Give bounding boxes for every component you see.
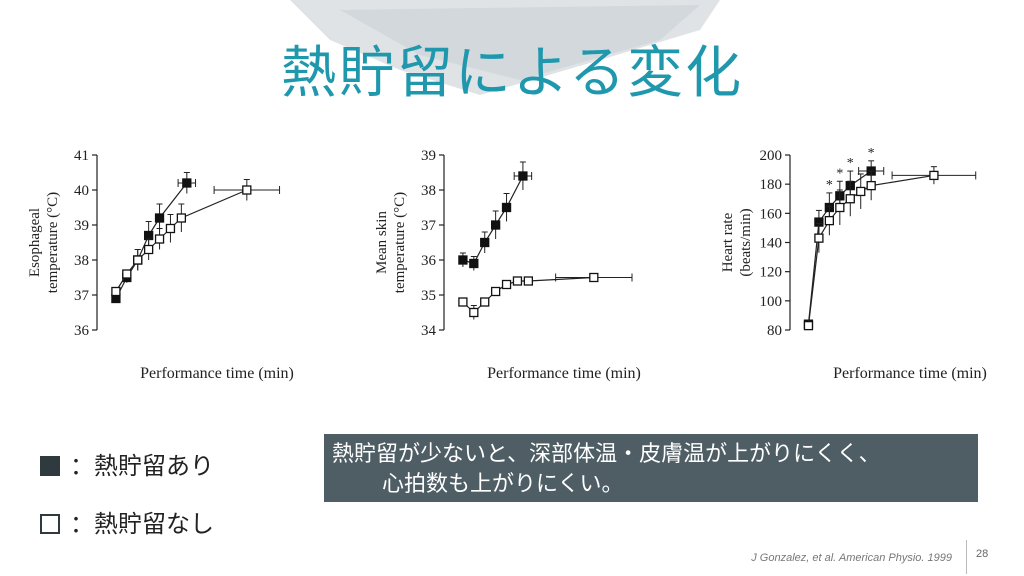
- y-axis-label: (beats/min): [738, 208, 754, 276]
- data-point-filled: [182, 178, 192, 188]
- y-tick-label: 41: [74, 148, 89, 164]
- data-point-open: [242, 185, 252, 195]
- y-tick-label: 140: [760, 236, 783, 252]
- callout-box: 熱貯留が少ないと、深部体温・皮膚温が上がりにくく、 心拍数も上がりにくい。: [324, 434, 978, 502]
- data-point-open: [512, 276, 523, 286]
- y-tick-label: 38: [74, 253, 89, 269]
- y-axis-label: Esophageal: [27, 208, 43, 277]
- page-number: 28: [976, 548, 989, 560]
- data-point-open: [458, 297, 468, 307]
- data-point-open: [480, 297, 490, 307]
- data-point-open: [165, 223, 176, 234]
- significance-marker: *: [826, 178, 833, 193]
- y-tick-label: 180: [760, 177, 783, 193]
- slide-title: 熱貯留による変化: [280, 41, 744, 106]
- data-point-open: [122, 269, 132, 279]
- data-point-open: [523, 276, 534, 286]
- filled-square-icon: [40, 456, 60, 476]
- data-point-open: [143, 244, 154, 255]
- data-point-filled: [154, 213, 165, 223]
- significance-marker: *: [868, 146, 875, 161]
- y-tick-label: 36: [421, 253, 437, 269]
- legend-item-heat-storage: ：熱貯留あり: [40, 446, 214, 481]
- x-axis-label: Performance time (min): [140, 365, 294, 382]
- open-square-icon: [40, 514, 60, 534]
- y-tick-label: 120: [760, 265, 783, 281]
- data-point-open: [803, 320, 814, 331]
- y-tick-label: 39: [421, 148, 436, 164]
- data-point-open: [929, 170, 939, 181]
- data-point-open: [111, 286, 121, 297]
- y-tick-label: 34: [421, 323, 437, 339]
- data-point-open: [835, 202, 845, 213]
- brush-stroke-decoration: [290, 0, 720, 95]
- significance-marker: *: [836, 166, 843, 181]
- y-tick-label: 100: [760, 294, 783, 310]
- y-axis-label: temperature (°C): [392, 192, 408, 293]
- data-point-open: [154, 234, 165, 244]
- y-tick-label: 38: [421, 183, 436, 199]
- data-point-open: [133, 255, 143, 265]
- x-axis-label: Performance time (min): [833, 365, 987, 382]
- y-tick-label: 80: [767, 323, 782, 339]
- y-axis-label: Mean skin: [374, 211, 390, 274]
- y-tick-label: 37: [74, 288, 90, 304]
- data-point-open: [866, 180, 876, 191]
- citation: J Gonzalez, et al. American Physio. 1999: [751, 552, 952, 564]
- data-point-open: [814, 233, 824, 243]
- data-point-filled: [469, 258, 479, 269]
- data-point-open: [856, 186, 866, 197]
- legend-label-heat-storage: ：熱貯留あり: [70, 452, 214, 480]
- data-point-open: [501, 279, 512, 290]
- legend-item-no-heat-storage: ：熱貯留なし: [40, 504, 214, 539]
- chart-mean-skin-temperature: 34 35 36 37 38 39 Mean skin temperature (°C) Per…: [345, 140, 685, 404]
- y-tick-label: 37: [421, 218, 437, 234]
- series-line: [462, 175, 524, 265]
- y-tick-label: 39: [74, 218, 89, 234]
- y-tick-label: 35: [421, 288, 436, 304]
- y-tick-label: 36: [74, 323, 90, 339]
- data-point-filled: [480, 237, 490, 248]
- chart-heart-rate: 80 100 120 140 160 180 200 Heart rate (beats/min…: [690, 140, 1024, 404]
- data-point-open: [469, 307, 479, 318]
- data-point-filled: [490, 220, 501, 230]
- y-axis-label: temperature (°C): [45, 192, 61, 293]
- significance-marker: *: [847, 156, 854, 171]
- data-point-open: [824, 215, 835, 226]
- data-point-open: [176, 213, 187, 223]
- callout-line-2: 心拍数も上がりにくい。: [382, 472, 624, 497]
- y-tick-label: 40: [74, 183, 89, 199]
- y-tick-label: 160: [760, 206, 783, 222]
- data-point-open: [490, 286, 501, 297]
- chart-esophageal-temperature: 36 37 38 39 40 41 Esophageal temperature (°C) Pe…: [0, 140, 340, 404]
- y-tick-label: 200: [760, 148, 783, 164]
- data-point-open: [589, 272, 599, 283]
- data-point-open: [845, 194, 855, 204]
- data-point-filled: [143, 230, 154, 241]
- data-point-filled: [518, 171, 528, 181]
- footer-divider: [966, 540, 967, 574]
- data-point-filled: [458, 255, 468, 265]
- x-axis-label: Performance time (min): [487, 365, 641, 382]
- callout-line-1: 熱貯留が少ないと、深部体温・皮膚温が上がりにくく、: [332, 442, 881, 467]
- y-axis-label: Heart rate: [720, 212, 736, 272]
- legend-label-no-heat-storage: ：熱貯留なし: [70, 510, 214, 538]
- data-point-filled: [501, 202, 512, 213]
